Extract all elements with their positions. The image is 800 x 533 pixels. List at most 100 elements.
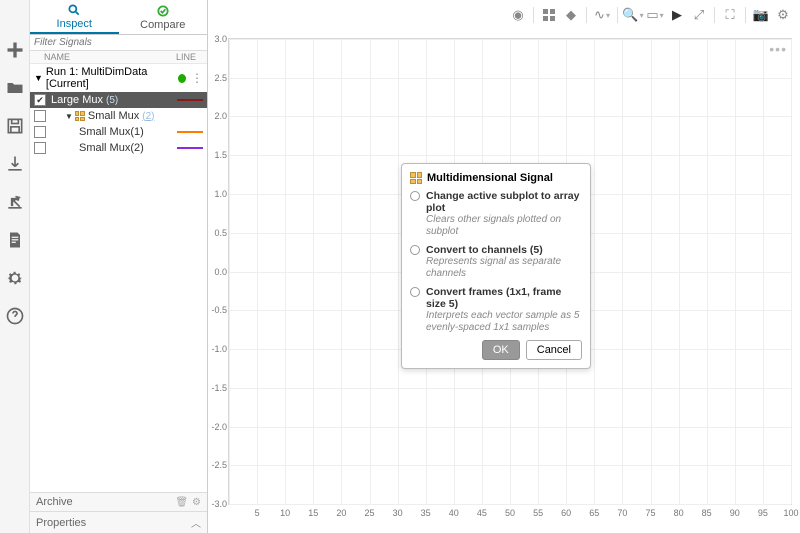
x-tick: 65 (589, 508, 599, 518)
x-tick: 70 (617, 508, 627, 518)
signal-count: (5) (106, 95, 118, 106)
y-tick: -1.5 (205, 383, 227, 393)
left-toolbar (0, 0, 30, 533)
multidim-dialog: Multidimensional Signal Change active su… (401, 163, 591, 369)
import-icon[interactable] (5, 154, 25, 174)
x-tick: 100 (783, 508, 798, 518)
multidim-icon (410, 172, 422, 184)
add-icon[interactable] (5, 40, 25, 60)
dialog-title: Multidimensional Signal (427, 172, 553, 184)
document-icon[interactable] (5, 230, 25, 250)
y-tick: -3.0 (205, 499, 227, 509)
column-headers: NAME LINE (30, 51, 207, 64)
signal-row[interactable]: Small Mux(1) (30, 124, 207, 140)
cursor-icon[interactable]: ▶ (668, 6, 686, 24)
trash-icon[interactable]: 🗑 (175, 497, 188, 508)
status-dot (178, 74, 186, 83)
signal-checkbox[interactable] (34, 94, 46, 106)
signals-panel: Inspect Compare NAME LINE ▼ Run 1: Multi… (30, 0, 208, 533)
y-tick: -2.5 (205, 460, 227, 470)
x-tick: 80 (674, 508, 684, 518)
plot-gear-icon[interactable]: ⚙ (774, 6, 792, 24)
y-tick: 2.0 (205, 111, 227, 121)
option-desc: Interprets each vector sample as 5 evenl… (426, 310, 582, 334)
run-row[interactable]: ▼ Run 1: MultiDimData [Current] ⋮ (30, 64, 207, 92)
tab-compare[interactable]: Compare (119, 0, 208, 34)
x-tick: 15 (308, 508, 318, 518)
radio-icon[interactable] (410, 287, 420, 297)
signal-line-swatch (177, 147, 203, 149)
dialog-option[interactable]: Change active subplot to array plotClear… (410, 190, 582, 238)
gear-icon[interactable] (5, 268, 25, 288)
run-icon[interactable]: ◉ (509, 6, 527, 24)
plot-toolbar: ◉ ◆ ∿ 🔍 ▭ ▶ ⤢ ⛶ 📷 ⚙ (208, 0, 800, 30)
signal-checkbox[interactable] (34, 110, 46, 122)
chevron-up-icon[interactable]: ︿ (191, 515, 201, 530)
signal-row[interactable]: Small Mux(2) (30, 140, 207, 156)
x-tick: 40 (449, 508, 459, 518)
signal-checkbox[interactable] (34, 142, 46, 154)
properties-section[interactable]: Properties ︿ (30, 511, 207, 533)
option-desc: Clears other signals plotted on subplot (426, 214, 582, 238)
dialog-option[interactable]: Convert to channels (5)Represents signal… (410, 244, 582, 280)
signal-name: Small Mux(2) (79, 142, 144, 154)
x-tick: 35 (421, 508, 431, 518)
plot-area: ◉ ◆ ∿ 🔍 ▭ ▶ ⤢ ⛶ 📷 ⚙ ••• 3.02.52.01.51.00… (208, 0, 800, 533)
dialog-option[interactable]: Convert frames (1x1, frame size 5)Interp… (410, 286, 582, 334)
properties-label: Properties (36, 517, 86, 529)
y-tick: 0.5 (205, 228, 227, 238)
clear-icon[interactable]: ◆ (562, 6, 580, 24)
expand-icon[interactable]: ▼ (65, 112, 73, 121)
zoom-icon[interactable]: 🔍 (624, 6, 642, 24)
filter-input[interactable] (30, 35, 207, 51)
dialog-title-row: Multidimensional Signal (410, 172, 582, 184)
archive-section[interactable]: Archive 🗑⚙ (30, 492, 207, 511)
signal-type-icon[interactable]: ∿ (593, 6, 611, 24)
multidim-icon (75, 111, 85, 121)
fullscreen-icon[interactable]: ⛶ (721, 6, 739, 24)
layout-icon[interactable] (540, 6, 558, 24)
x-tick: 5 (255, 508, 260, 518)
signal-line-swatch (177, 99, 203, 101)
save-icon[interactable] (5, 116, 25, 136)
y-tick: 2.5 (205, 73, 227, 83)
y-tick: -2.0 (205, 422, 227, 432)
x-tick: 30 (393, 508, 403, 518)
cancel-button[interactable]: Cancel (526, 340, 582, 360)
radio-icon[interactable] (410, 245, 420, 255)
chart-menu-icon[interactable]: ••• (769, 41, 787, 57)
radio-icon[interactable] (410, 191, 420, 201)
signal-line-swatch (177, 131, 203, 133)
y-tick: 1.5 (205, 150, 227, 160)
help-icon[interactable] (5, 306, 25, 326)
export-icon[interactable] (5, 192, 25, 212)
x-tick: 85 (702, 508, 712, 518)
option-title: Change active subplot to array plot (426, 190, 579, 214)
signal-checkbox[interactable] (34, 126, 46, 138)
fit-icon[interactable]: ▭ (646, 6, 664, 24)
header-line: LINE (169, 52, 203, 62)
x-tick: 75 (645, 508, 655, 518)
y-tick: 0.0 (205, 267, 227, 277)
x-tick: 25 (364, 508, 374, 518)
signal-count: (2) (142, 111, 154, 122)
tab-inspect-label: Inspect (57, 18, 92, 30)
signal-name: Small Mux(1) (79, 126, 144, 138)
signal-row[interactable]: Large Mux(5) (30, 92, 207, 108)
snapshot-icon[interactable]: 📷 (752, 6, 770, 24)
expand-icon[interactable]: ⤢ (690, 6, 708, 24)
tab-compare-label: Compare (140, 19, 185, 31)
archive-gear-icon[interactable]: ⚙ (192, 497, 201, 508)
signal-name: Large Mux (51, 94, 103, 106)
x-tick: 95 (758, 508, 768, 518)
y-tick: -0.5 (205, 305, 227, 315)
y-tick: -1.0 (205, 344, 227, 354)
tab-inspect[interactable]: Inspect (30, 0, 119, 34)
expand-icon[interactable]: ▼ (34, 73, 43, 83)
run-menu-icon[interactable]: ⋮ (191, 74, 203, 82)
folder-icon[interactable] (5, 78, 25, 98)
x-tick: 45 (477, 508, 487, 518)
y-tick: 1.0 (205, 189, 227, 199)
signal-row[interactable]: ▼Small Mux(2) (30, 108, 207, 124)
ok-button[interactable]: OK (482, 340, 520, 360)
